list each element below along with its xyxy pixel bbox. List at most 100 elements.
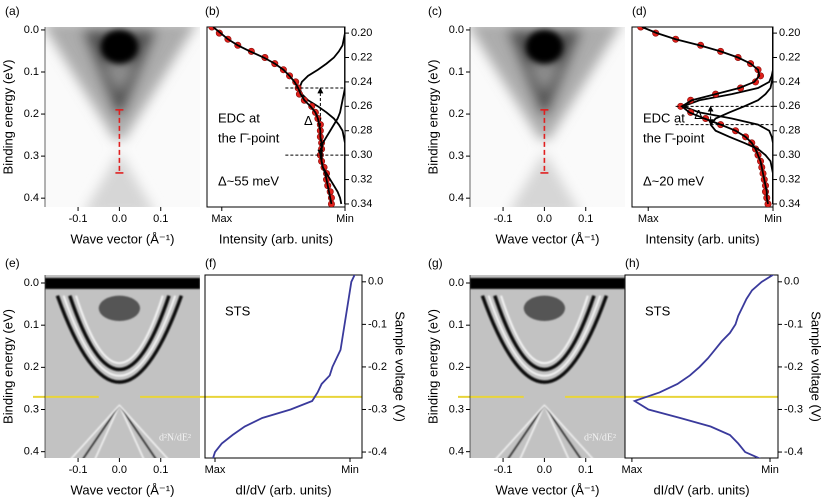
x-tick-label: 0.1 xyxy=(578,213,593,225)
x-axis-title: Intensity (arb. units) xyxy=(219,231,333,246)
y-tick-label: -0.2 xyxy=(784,361,803,373)
panel-label: (b) xyxy=(205,4,220,18)
y-tick-label: 0.4 xyxy=(449,192,464,204)
lower-line xyxy=(495,404,594,458)
frame xyxy=(631,26,774,208)
plot xyxy=(632,275,775,458)
y-tick-label: 0.28 xyxy=(779,125,800,137)
frame xyxy=(204,274,363,459)
curve xyxy=(298,27,345,204)
frame xyxy=(206,26,346,208)
bands xyxy=(45,277,200,458)
y-tick-label: 0.1 xyxy=(449,66,464,78)
note: the Γ̄-point xyxy=(643,130,705,145)
x-tick-label: 0.1 xyxy=(153,213,168,225)
y-tick-label: 0.1 xyxy=(24,319,39,331)
y-tick-label: -0.4 xyxy=(784,446,803,458)
top-dark xyxy=(98,295,141,321)
y-axis-title: Binding energy (eV) xyxy=(425,309,440,424)
band-line xyxy=(55,295,184,384)
y-tick-label: -0.1 xyxy=(784,318,803,330)
y-tick-label: 0.32 xyxy=(779,173,800,185)
y-tick-label: 0.0 xyxy=(368,276,383,288)
lower-cone xyxy=(511,151,577,207)
note: the Γ̄-point xyxy=(218,130,280,145)
x-tick-label: Min xyxy=(761,464,779,476)
note: d²N/dE² xyxy=(584,432,616,443)
spectrum-image xyxy=(45,275,200,458)
y-tick-label: 0.3 xyxy=(449,403,464,415)
band-line xyxy=(62,295,177,377)
y-tick-label: 0.3 xyxy=(24,403,39,415)
y-tick-label: 0.0 xyxy=(784,276,799,288)
x-tick-label: Min xyxy=(336,213,354,225)
y-tick-label: 0.30 xyxy=(779,149,800,161)
note: STS xyxy=(225,303,251,318)
panel-label: (g) xyxy=(428,256,443,270)
panel-label: (c) xyxy=(428,4,442,18)
y-tick-label: 0.20 xyxy=(351,27,372,39)
y-tick-label: -0.2 xyxy=(368,361,387,373)
x-axis-title: Wave vector (Å⁻¹) xyxy=(71,482,175,497)
band-line xyxy=(480,295,609,384)
y-tick-label: 0.2 xyxy=(24,361,39,373)
y-tick-label: 0.0 xyxy=(449,24,464,36)
lower-cone xyxy=(86,151,152,207)
edge-band xyxy=(470,277,625,289)
y-tick-label: 0.2 xyxy=(449,361,464,373)
x-tick-label: Max xyxy=(205,464,226,476)
y-axis-title: Sample voltage (V) xyxy=(393,311,408,422)
band-line xyxy=(487,295,602,377)
y-tick-label: 0.26 xyxy=(779,100,800,112)
y-tick-label: 0.26 xyxy=(351,100,372,112)
x-tick-label: Min xyxy=(764,213,782,225)
x-axis-title: dI/dV (arb. units) xyxy=(653,482,749,497)
note: Δ~55 meV xyxy=(218,173,279,188)
x-tick-label: 0.0 xyxy=(112,464,127,476)
bands xyxy=(470,277,625,458)
x-tick-label: Max xyxy=(622,464,643,476)
lower-line xyxy=(70,404,169,458)
note: STS xyxy=(645,303,671,318)
curve xyxy=(212,27,333,205)
y-tick-label: 0.24 xyxy=(351,76,372,88)
y-tick-label: 0.1 xyxy=(24,66,39,78)
x-axis-title: Wave vector (Å⁻¹) xyxy=(71,231,175,246)
y-tick-label: 0.4 xyxy=(449,446,464,458)
edge-band xyxy=(45,277,200,289)
y-tick-label: 0.28 xyxy=(351,125,372,137)
y-tick-label: 0.2 xyxy=(449,108,464,120)
panel-label: (e) xyxy=(5,256,20,270)
delta-label: Δ xyxy=(694,107,703,122)
y-tick-label: 0.22 xyxy=(779,51,800,63)
x-tick-label: -0.1 xyxy=(69,464,88,476)
x-tick-label: 0.1 xyxy=(153,464,168,476)
y-axis-title: Binding energy (eV) xyxy=(425,60,440,175)
y-tick-label: 0.1 xyxy=(449,319,464,331)
spectrum-image xyxy=(470,275,625,458)
y-tick-label: 0.20 xyxy=(779,27,800,39)
y-tick-label: 0.0 xyxy=(24,277,39,289)
bands xyxy=(470,27,620,207)
curve xyxy=(680,27,773,204)
y-tick-label: 0.30 xyxy=(351,149,372,161)
y-tick-label: 0.34 xyxy=(351,198,372,210)
note: Δ~20 meV xyxy=(643,173,704,188)
note: EDC at xyxy=(218,110,260,125)
x-tick-label: Max xyxy=(638,213,659,225)
band-line xyxy=(68,295,171,372)
y-tick-label: 0.0 xyxy=(449,277,464,289)
x-tick-label: 0.0 xyxy=(537,464,552,476)
plot xyxy=(212,275,356,458)
x-axis-title: Wave vector (Å⁻¹) xyxy=(496,231,600,246)
note: EDC at xyxy=(643,110,685,125)
y-tick-label: 0.3 xyxy=(449,150,464,162)
x-tick-label: Min xyxy=(341,464,359,476)
note: d²N/dE² xyxy=(159,432,191,443)
curve xyxy=(632,275,775,458)
x-tick-label: Max xyxy=(211,213,232,225)
top-blob xyxy=(100,29,138,64)
panel-label: (d) xyxy=(632,4,647,18)
